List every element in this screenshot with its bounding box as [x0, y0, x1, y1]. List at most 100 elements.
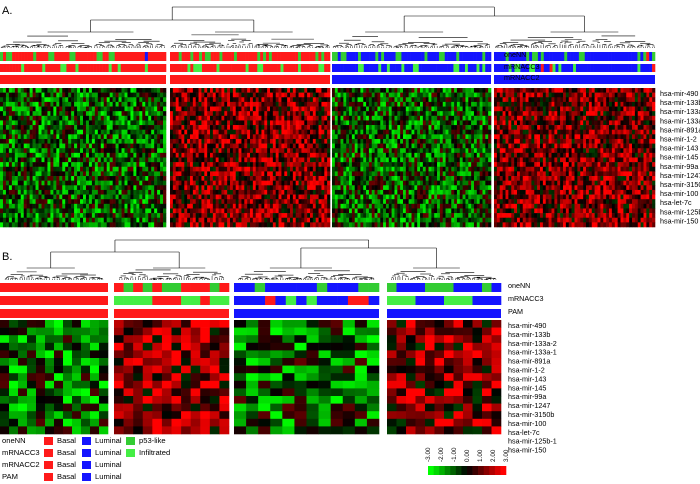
track-cell — [181, 296, 191, 305]
track-cell — [105, 64, 109, 72]
track-cell — [190, 52, 194, 61]
track-cell — [360, 52, 365, 61]
track-cell — [159, 52, 164, 61]
track-cell — [27, 52, 31, 61]
track-cell — [324, 64, 328, 72]
track-cell — [178, 64, 182, 72]
track-cell — [181, 283, 191, 292]
track-cell — [634, 64, 638, 72]
track-cell — [436, 52, 440, 61]
track-cell — [219, 64, 223, 72]
track-cell — [133, 296, 144, 305]
track-cell — [268, 64, 273, 72]
track-cell — [401, 52, 405, 61]
track-cell — [69, 64, 73, 72]
track-cell — [111, 52, 115, 61]
track-cell — [315, 52, 319, 61]
track-cell — [265, 296, 276, 305]
track-cell — [375, 52, 379, 61]
track-cell — [625, 64, 629, 72]
track-cell — [387, 283, 397, 292]
panel-a-track-label-mrnacc3: mRNACC3 — [504, 62, 540, 71]
track-cell — [126, 64, 131, 72]
track-cell — [3, 64, 7, 72]
track-cell — [441, 64, 446, 72]
track-cell — [231, 64, 235, 72]
color-scale-tick: 1.00 — [477, 449, 484, 462]
mirna-label-a: hsa-mir-1247 — [660, 171, 700, 180]
track-cell — [42, 52, 46, 61]
track-cell — [611, 64, 615, 72]
color-scale-cell — [428, 466, 434, 475]
track-cell — [12, 52, 16, 61]
track-cell — [581, 52, 586, 61]
track-cell — [303, 52, 308, 61]
track-cell — [346, 52, 350, 61]
track-cell — [415, 64, 420, 72]
legend-swatch-infiltrated — [126, 449, 135, 457]
track-cell — [430, 64, 434, 72]
track-cell — [438, 64, 443, 72]
track-cell — [637, 52, 641, 61]
legend-swatch-basal — [44, 449, 53, 457]
track-cell — [306, 283, 318, 292]
mirna-label-b: hsa-mir-150 — [508, 446, 546, 455]
track-cell — [222, 52, 226, 61]
track-cell — [622, 64, 627, 72]
mirna-label-a: hsa-mir-490 — [660, 89, 698, 98]
track-cell — [184, 52, 188, 61]
track-cell — [381, 64, 385, 72]
track-cell — [178, 52, 182, 61]
track-cell — [219, 283, 230, 292]
mirna-label-a: hsa-mir-100 — [660, 189, 698, 198]
track-cell — [0, 52, 4, 61]
legend-row-mrnacc2: mRNACC2 Basal Luminal — [2, 460, 122, 469]
panel-a-heatmap — [0, 88, 656, 228]
track-cell — [286, 64, 290, 72]
track-cell — [564, 52, 568, 61]
track-cell — [605, 52, 609, 61]
track-cell — [144, 64, 149, 72]
track-cell — [324, 52, 328, 61]
track-cell — [482, 52, 486, 61]
track-cell — [117, 64, 122, 72]
track-cell — [502, 52, 507, 61]
track-cell — [410, 52, 414, 61]
track-cell — [210, 52, 214, 61]
track-cell — [190, 283, 201, 292]
track-cell — [24, 52, 28, 61]
track-cell — [570, 52, 574, 61]
track-cell — [277, 52, 281, 61]
track-cell — [596, 52, 600, 61]
track-cell — [652, 64, 656, 72]
track-cell — [599, 52, 603, 61]
track-cell — [396, 296, 407, 305]
track-cell — [346, 64, 350, 72]
color-scale-ticks: -3.00 -2.00 -1.00 0.00 1.00 2.00 3.00 — [425, 447, 510, 462]
track-cell — [129, 64, 134, 72]
mirna-label-a: hsa-mir-3150b — [660, 180, 700, 189]
track-cell — [190, 64, 194, 72]
track-cell — [18, 64, 22, 72]
track-cell — [491, 283, 502, 292]
track-cell — [395, 64, 399, 72]
track-cell — [375, 64, 379, 72]
mirna-label-b: hsa-let-7c — [508, 428, 540, 437]
track-cell — [283, 52, 287, 61]
track-cell — [244, 283, 256, 292]
mirna-label-b: hsa-mir-490 — [508, 321, 546, 330]
track-cell — [511, 64, 515, 72]
track-cell — [30, 64, 34, 72]
track-cell — [207, 52, 212, 61]
track-cell — [564, 64, 568, 72]
track-cell — [318, 52, 322, 61]
track-cell — [39, 64, 43, 72]
track-cell — [199, 52, 203, 61]
track-cell — [187, 64, 191, 72]
track-cell — [337, 52, 341, 61]
track-cell — [321, 64, 325, 72]
track-cell — [464, 52, 469, 61]
track-cell — [611, 52, 615, 61]
track-cell — [263, 52, 267, 61]
track-cell — [567, 64, 571, 72]
